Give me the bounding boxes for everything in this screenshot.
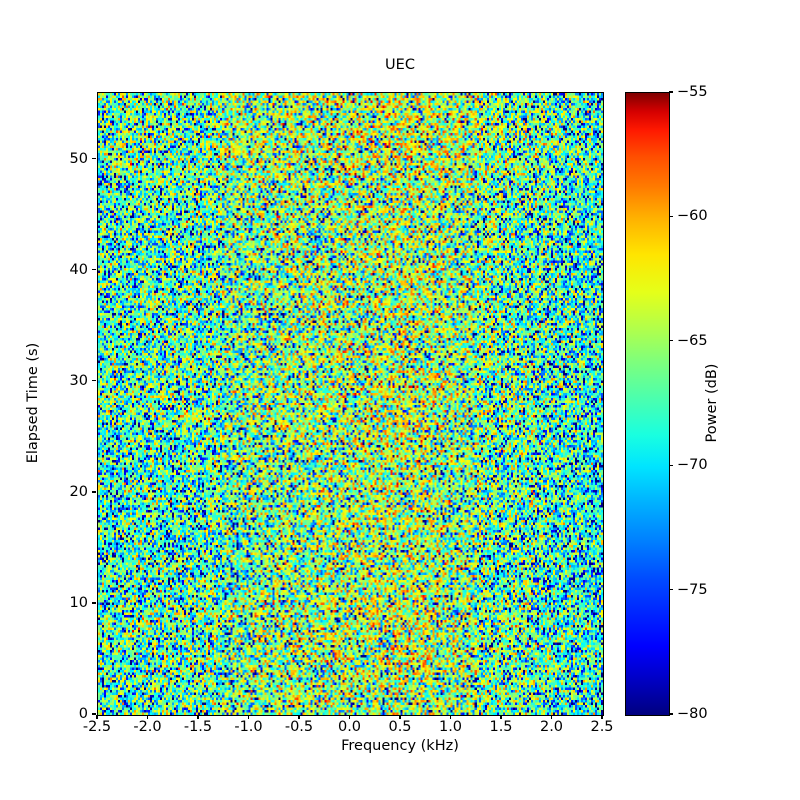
colorbar-tick-label: −75 <box>677 581 708 598</box>
x-tick-label: 1.5 <box>489 719 513 735</box>
y-tick-mark <box>92 491 97 493</box>
title-line-station: UEC <box>385 57 415 73</box>
colorbar-tick-mark <box>669 713 674 715</box>
x-tick-mark <box>601 715 603 720</box>
y-tick-mark <box>92 602 97 604</box>
spectrogram-image <box>98 93 603 715</box>
y-tick-mark <box>92 157 97 160</box>
colorbar-tick-label: −65 <box>677 332 708 349</box>
colorbar-tick-label: −60 <box>677 208 708 225</box>
y-tick-label: 0 <box>78 706 88 722</box>
y-tick-label: 20 <box>69 483 88 500</box>
y-axis-label-text: Elapsed Time (s) <box>25 342 41 464</box>
colorbar-tick-mark <box>669 215 674 218</box>
colorbar-tick-mark <box>669 91 674 93</box>
x-tick-mark <box>348 715 351 720</box>
colorbar-tick-mark <box>669 588 674 591</box>
x-tick-label: 2.5 <box>590 719 614 735</box>
x-tick-label: -0.5 <box>284 719 314 735</box>
x-tick-mark <box>247 715 250 720</box>
x-tick-mark <box>197 715 199 720</box>
y-tick-label: 40 <box>69 261 88 278</box>
x-tick-mark <box>96 715 98 720</box>
x-tick-mark <box>449 715 452 720</box>
y-tick-label: 10 <box>69 594 88 611</box>
x-tick-mark <box>399 715 401 720</box>
colorbar-label-text: Power (dB) <box>704 363 720 443</box>
y-tick-mark <box>92 269 97 271</box>
power-colorbar <box>625 92 670 716</box>
x-tick-label: 0.5 <box>388 719 412 735</box>
y-tick-mark <box>92 713 97 715</box>
x-tick-mark <box>550 715 553 720</box>
x-tick-label: -2.0 <box>133 719 162 735</box>
x-tick-label: -1.0 <box>234 719 263 735</box>
colorbar-tick-label: −55 <box>677 84 708 100</box>
y-tick-label: 30 <box>69 372 88 389</box>
x-axis-label: Frequency (kHz) <box>341 738 459 754</box>
x-tick-mark <box>298 715 300 720</box>
x-tick-mark <box>146 715 149 720</box>
colorbar-tick-mark <box>669 340 674 342</box>
spectrogram-plot-area <box>97 92 604 716</box>
x-tick-label: 1.0 <box>438 719 463 735</box>
y-tick-label: 50 <box>69 150 88 167</box>
x-tick-label: 2.0 <box>539 719 564 735</box>
colorbar-tick-label: −80 <box>677 706 708 722</box>
y-tick-mark <box>92 380 97 382</box>
colorbar-tick-label: −70 <box>677 457 708 474</box>
x-tick-mark <box>500 715 502 720</box>
x-tick-label: 0.0 <box>337 719 362 735</box>
x-tick-label: -2.5 <box>82 719 112 735</box>
colorbar-tick-mark <box>669 464 674 466</box>
x-tick-label: -1.5 <box>183 719 213 735</box>
